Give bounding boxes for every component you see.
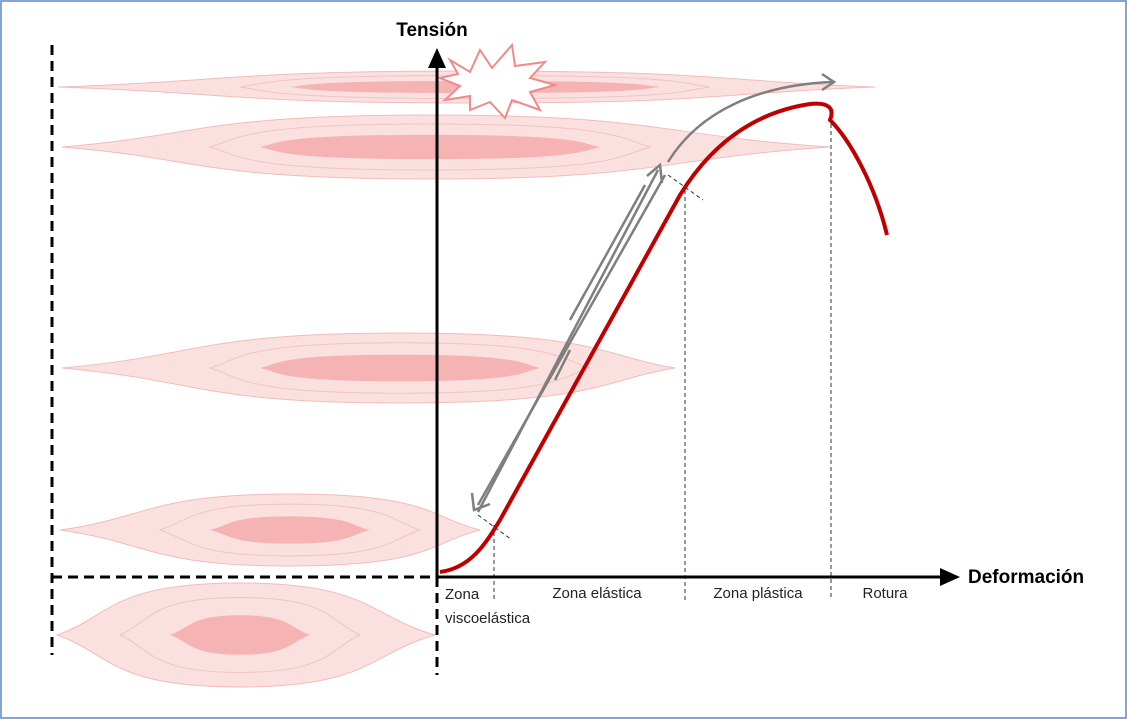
zone-label: viscoelástica (445, 610, 531, 627)
zone-label: Zona elástica (552, 585, 642, 602)
muscle-shape (260, 135, 600, 159)
diagram: Tensión Deformación Zona viscoelástica Z… (0, 0, 1127, 719)
muscle-shape (260, 355, 540, 382)
x-axis-label: Deformación (968, 567, 1084, 588)
y-axis-label: Tensión (396, 20, 467, 41)
zone-label: Zona (445, 586, 480, 603)
zone-label: Rotura (862, 585, 908, 602)
zone-label: Zona plástica (713, 585, 803, 602)
